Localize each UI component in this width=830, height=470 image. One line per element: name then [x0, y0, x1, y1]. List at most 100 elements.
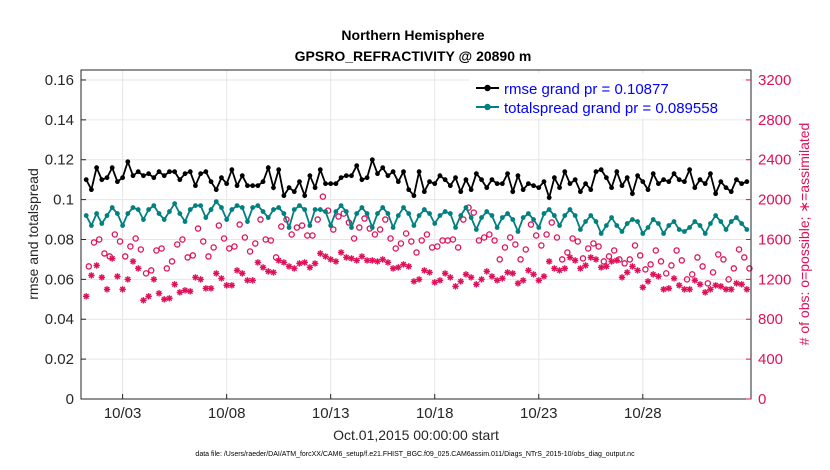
series-layer	[83, 156, 750, 236]
obs-possible-point	[199, 238, 207, 245]
totalspread-point	[167, 209, 172, 214]
totalspread-point	[109, 205, 115, 210]
obs-assimilated-point	[441, 270, 449, 277]
obs-possible-point	[220, 235, 228, 242]
obs-possible-point	[226, 245, 233, 252]
data-file-footnote: data file: /Users/raeder/DAI/ATM_forcXX/…	[195, 451, 635, 458]
obs-possible-point	[163, 265, 171, 272]
rmse-point	[234, 183, 240, 189]
rmse-point	[577, 189, 583, 195]
rmse-point	[562, 169, 568, 175]
totalspread-point	[650, 217, 656, 222]
obs-possible-point	[267, 237, 275, 244]
rmse-point	[156, 169, 162, 175]
rmse-point	[458, 189, 464, 195]
obs-possible-point	[85, 263, 93, 270]
y-tick-label: 0.14	[45, 112, 74, 129]
obs-assimilated-point	[124, 276, 132, 283]
x-tick-label: 10/18	[416, 405, 454, 422]
totalspread-point	[609, 215, 614, 220]
totalspread-point	[447, 211, 453, 216]
totalspread-point	[411, 223, 417, 228]
rmse-point	[682, 179, 687, 185]
obs-possible-point	[127, 243, 134, 250]
rmse-point	[208, 179, 214, 185]
rmse-point	[499, 181, 505, 187]
rmse-point	[692, 185, 698, 191]
obs-assimilated-point	[478, 276, 485, 283]
rmse-point	[567, 181, 573, 187]
totalspread-point	[198, 203, 204, 208]
totalspread-point	[708, 221, 713, 226]
obs-possible-point	[517, 256, 524, 263]
rmse-point	[603, 175, 609, 181]
rmse-point	[328, 181, 334, 187]
totalspread-point	[193, 203, 198, 208]
obs-assimilated-point	[717, 283, 725, 290]
rmse-point	[109, 165, 115, 171]
totalspread-point	[458, 213, 464, 218]
obs-possible-point	[527, 221, 535, 228]
obs-possible-point	[636, 252, 644, 259]
obs-possible-point	[558, 256, 566, 263]
totalspread-point	[125, 211, 131, 216]
totalspread-point	[385, 211, 391, 216]
obs-possible-point	[662, 270, 670, 277]
rmse-point	[182, 171, 188, 177]
rmse-point	[177, 177, 183, 183]
obs-possible-point	[491, 237, 498, 244]
rmse-point	[656, 181, 661, 187]
obs-assimilated-point	[571, 257, 579, 264]
totalspread-point	[208, 207, 214, 212]
obs-assimilated-point	[504, 269, 511, 276]
obs-possible-point	[210, 244, 217, 251]
obs-assimilated-point	[613, 257, 620, 264]
obs-possible-point	[480, 234, 488, 241]
obs-assimilated-point	[488, 273, 496, 280]
rmse-point	[239, 173, 245, 179]
totalspread-point	[234, 203, 240, 208]
obs-possible-point	[605, 253, 613, 260]
totalspread-point	[265, 215, 271, 220]
totalspread-point	[115, 211, 120, 216]
obs-possible-point	[673, 247, 680, 254]
obs-assimilated-point	[395, 264, 402, 271]
obs-possible-point	[387, 235, 394, 242]
x-axis-label: Oct.01,2015 00:00:00 start	[333, 427, 499, 443]
rmse-point	[421, 189, 427, 195]
obs-possible-point	[678, 257, 686, 264]
obs-possible-point	[496, 256, 503, 263]
obs-possible-point	[746, 265, 753, 272]
obs-assimilated-point	[447, 274, 454, 281]
rmse-point	[520, 187, 526, 193]
rmse-point	[375, 171, 380, 177]
totalspread-point	[328, 223, 334, 228]
obs-possible-point	[512, 241, 519, 248]
obs-possible-point	[439, 237, 446, 244]
obs-assimilated-point	[618, 274, 626, 281]
totalspread-point	[682, 229, 687, 234]
obs-possible-point	[147, 267, 155, 274]
totalspread-point	[697, 223, 703, 228]
obs-assimilated-point	[712, 282, 719, 289]
rmse-point	[640, 179, 646, 185]
obs-possible-point	[392, 245, 399, 252]
obs-assimilated-point	[603, 263, 610, 270]
obs-assimilated-point	[239, 270, 246, 277]
y2-axis-label: # of obs: o=possible; ∗=assimilated	[796, 123, 812, 346]
rmse-point	[624, 175, 630, 181]
obs-possible-point	[252, 240, 259, 247]
obs-possible-point	[454, 244, 462, 251]
y2-tick-label: 800	[758, 311, 783, 328]
obs-layer	[83, 193, 753, 304]
y-tick-label: 0.08	[45, 231, 74, 248]
totalspread-point	[135, 207, 141, 212]
totalspread-point	[562, 213, 568, 218]
totalspread-point	[375, 211, 380, 216]
obs-assimilated-point	[135, 265, 142, 272]
obs-assimilated-point	[306, 264, 314, 271]
obs-assimilated-point	[634, 267, 641, 274]
rmse-point	[104, 175, 110, 181]
obs-possible-point	[179, 236, 186, 243]
obs-assimilated-point	[322, 253, 329, 260]
